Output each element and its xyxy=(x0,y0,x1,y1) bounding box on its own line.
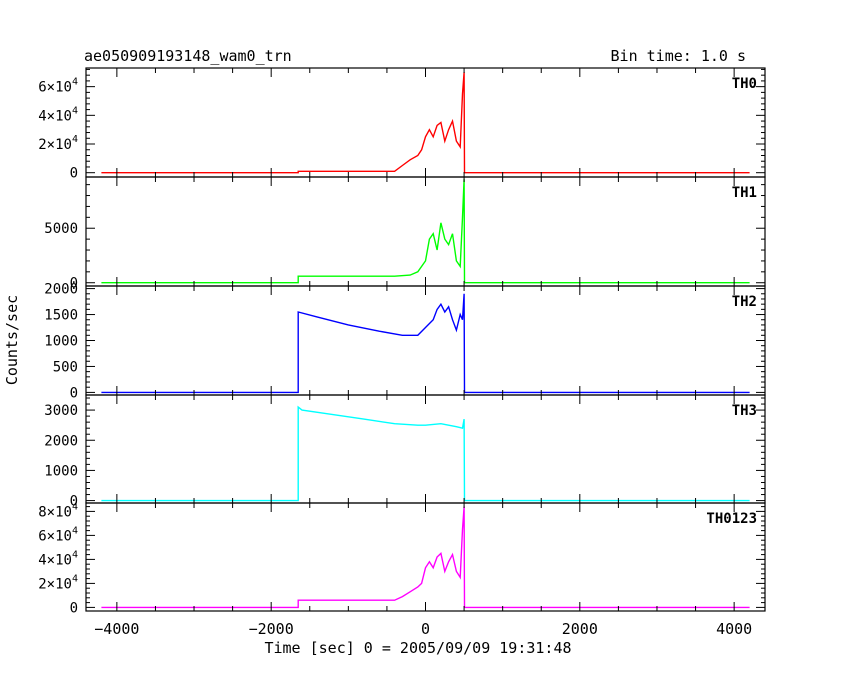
panel-frame xyxy=(85,285,766,396)
y-tick-label: 6×104 xyxy=(38,525,78,544)
y-tick-label: 8×104 xyxy=(38,501,78,520)
y-tick-label: 4×104 xyxy=(38,549,78,568)
y-tick-label: 4×104 xyxy=(38,105,78,124)
x-tick-label: 0 xyxy=(421,620,430,638)
y-tick-label: 0 xyxy=(70,600,78,616)
chart-title: ae050909193148_wam0_trn xyxy=(84,47,292,65)
y-tick-label: 2000 xyxy=(44,282,78,298)
panel-name-label: TH1 xyxy=(732,185,757,201)
x-tick-label: −4000 xyxy=(94,620,139,638)
y-tick-label: 0 xyxy=(70,385,78,401)
x-axis-label: Time [sec] 0 = 2005/09/09 19:31:48 xyxy=(264,639,571,657)
y-tick-label: 500 xyxy=(53,359,78,375)
y-tick-label: 0 xyxy=(70,494,78,510)
panel-frame xyxy=(85,502,766,612)
series-line-th2 xyxy=(101,293,750,394)
panel-th2: 0 500 1000 1500 2000 TH2 xyxy=(44,282,766,401)
panel-name-label: TH2 xyxy=(732,294,757,310)
panel-frame xyxy=(85,67,766,178)
series-line-th1 xyxy=(101,179,750,284)
y-tick-label: 2000 xyxy=(44,433,78,449)
bin-time-label: Bin time: 1.0 s xyxy=(611,47,746,65)
panel-frame xyxy=(85,176,766,287)
series-line-th0123 xyxy=(101,506,750,609)
y-tick-label: 1000 xyxy=(44,463,78,479)
y-tick-label: 5000 xyxy=(44,221,78,237)
y-tick-label: 0 xyxy=(70,276,78,292)
y-tick-label: 1500 xyxy=(44,308,78,324)
panel-frame xyxy=(85,394,766,504)
y-tick-label: 3000 xyxy=(44,403,78,419)
panel-name-label: TH3 xyxy=(732,403,757,419)
panel-th3: 0 1000 2000 3000 TH3 xyxy=(44,394,766,510)
x-tick-label: 2000 xyxy=(562,620,598,638)
y-axis-label: Counts/sec xyxy=(3,295,21,385)
panel-th0: 0 2×104 4×104 6×104 TH0 xyxy=(38,67,766,182)
x-tick-label: −2000 xyxy=(249,620,294,638)
x-tick-label: 4000 xyxy=(716,620,752,638)
panel-name-label: TH0123 xyxy=(706,511,757,527)
y-tick-label: 0 xyxy=(70,166,78,182)
panel-th1: 0 5000 TH1 xyxy=(44,176,766,292)
y-tick-label: 2×104 xyxy=(38,573,78,592)
panel-th0123: 0 2×104 4×104 6×104 8×104 TH0123 xyxy=(38,501,766,616)
series-line-th3 xyxy=(101,405,750,502)
panel-name-label: TH0 xyxy=(732,76,757,92)
panels-group: 0 2×104 4×104 6×104 TH0 0 5000 TH1 0 500 1000 1500 2… xyxy=(38,67,766,616)
y-tick-label: 1000 xyxy=(44,334,78,350)
y-tick-label: 2×104 xyxy=(38,134,78,153)
y-tick-label: 6×104 xyxy=(38,77,78,96)
x-tick-labels: −4000 −2000 0 2000 4000 xyxy=(94,620,752,638)
series-line-th0 xyxy=(101,72,750,174)
